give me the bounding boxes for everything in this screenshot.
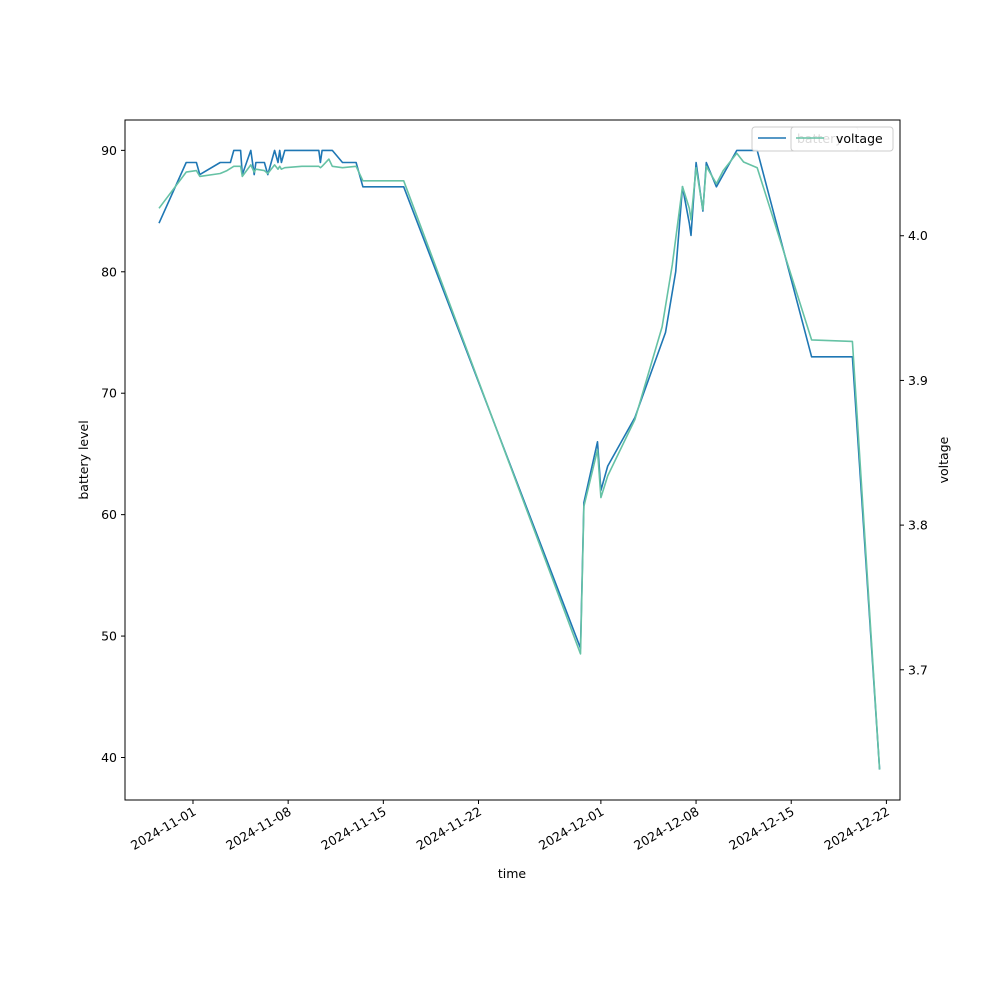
x-tick-label: 2024-12-15 <box>726 804 796 853</box>
x-tick-label: 2024-11-15 <box>318 804 388 853</box>
y-tick-label: 90 <box>101 143 117 158</box>
y2-axis-label: voltage <box>936 436 951 483</box>
x-tick-label: 2024-12-22 <box>821 804 891 853</box>
plot-frame <box>124 119 901 801</box>
x-tick-label: 2024-11-08 <box>223 804 293 853</box>
plot-area <box>125 120 900 800</box>
x-axis: 2024-11-01 2024-11-08 2024-11-15 2024-11-22… <box>128 800 892 853</box>
x-tick-label: 2024-11-01 <box>128 804 198 853</box>
y-axis-right: 3.7 3.8 3.9 4.0 <box>900 228 928 677</box>
y2-tick-label: 3.7 <box>908 662 928 677</box>
legend-voltage-label: voltage <box>836 131 883 146</box>
x-axis-label: time <box>498 866 527 881</box>
series-line-voltage <box>158 152 881 770</box>
legend-voltage-frame <box>790 126 894 152</box>
y2-tick-label: 3.8 <box>908 518 928 533</box>
x-tick-label: 2024-11-22 <box>414 804 484 853</box>
y-tick-label: 80 <box>101 264 117 279</box>
x-tick-label: 2024-12-01 <box>536 804 606 853</box>
x-tick-label: 2024-12-08 <box>631 804 701 853</box>
y2-tick-label: 3.9 <box>908 373 928 388</box>
y-tick-label: 70 <box>101 386 117 401</box>
legend-voltage: voltage <box>790 126 894 152</box>
y-axis-label: battery level <box>76 420 91 499</box>
y-tick-label: 50 <box>101 629 117 644</box>
y-tick-label: 40 <box>101 750 117 765</box>
y-tick-label: 60 <box>101 507 117 522</box>
y-axis-left: 40 50 60 70 80 90 <box>101 143 125 765</box>
y2-tick-label: 4.0 <box>908 228 928 243</box>
series-layer <box>158 149 881 770</box>
